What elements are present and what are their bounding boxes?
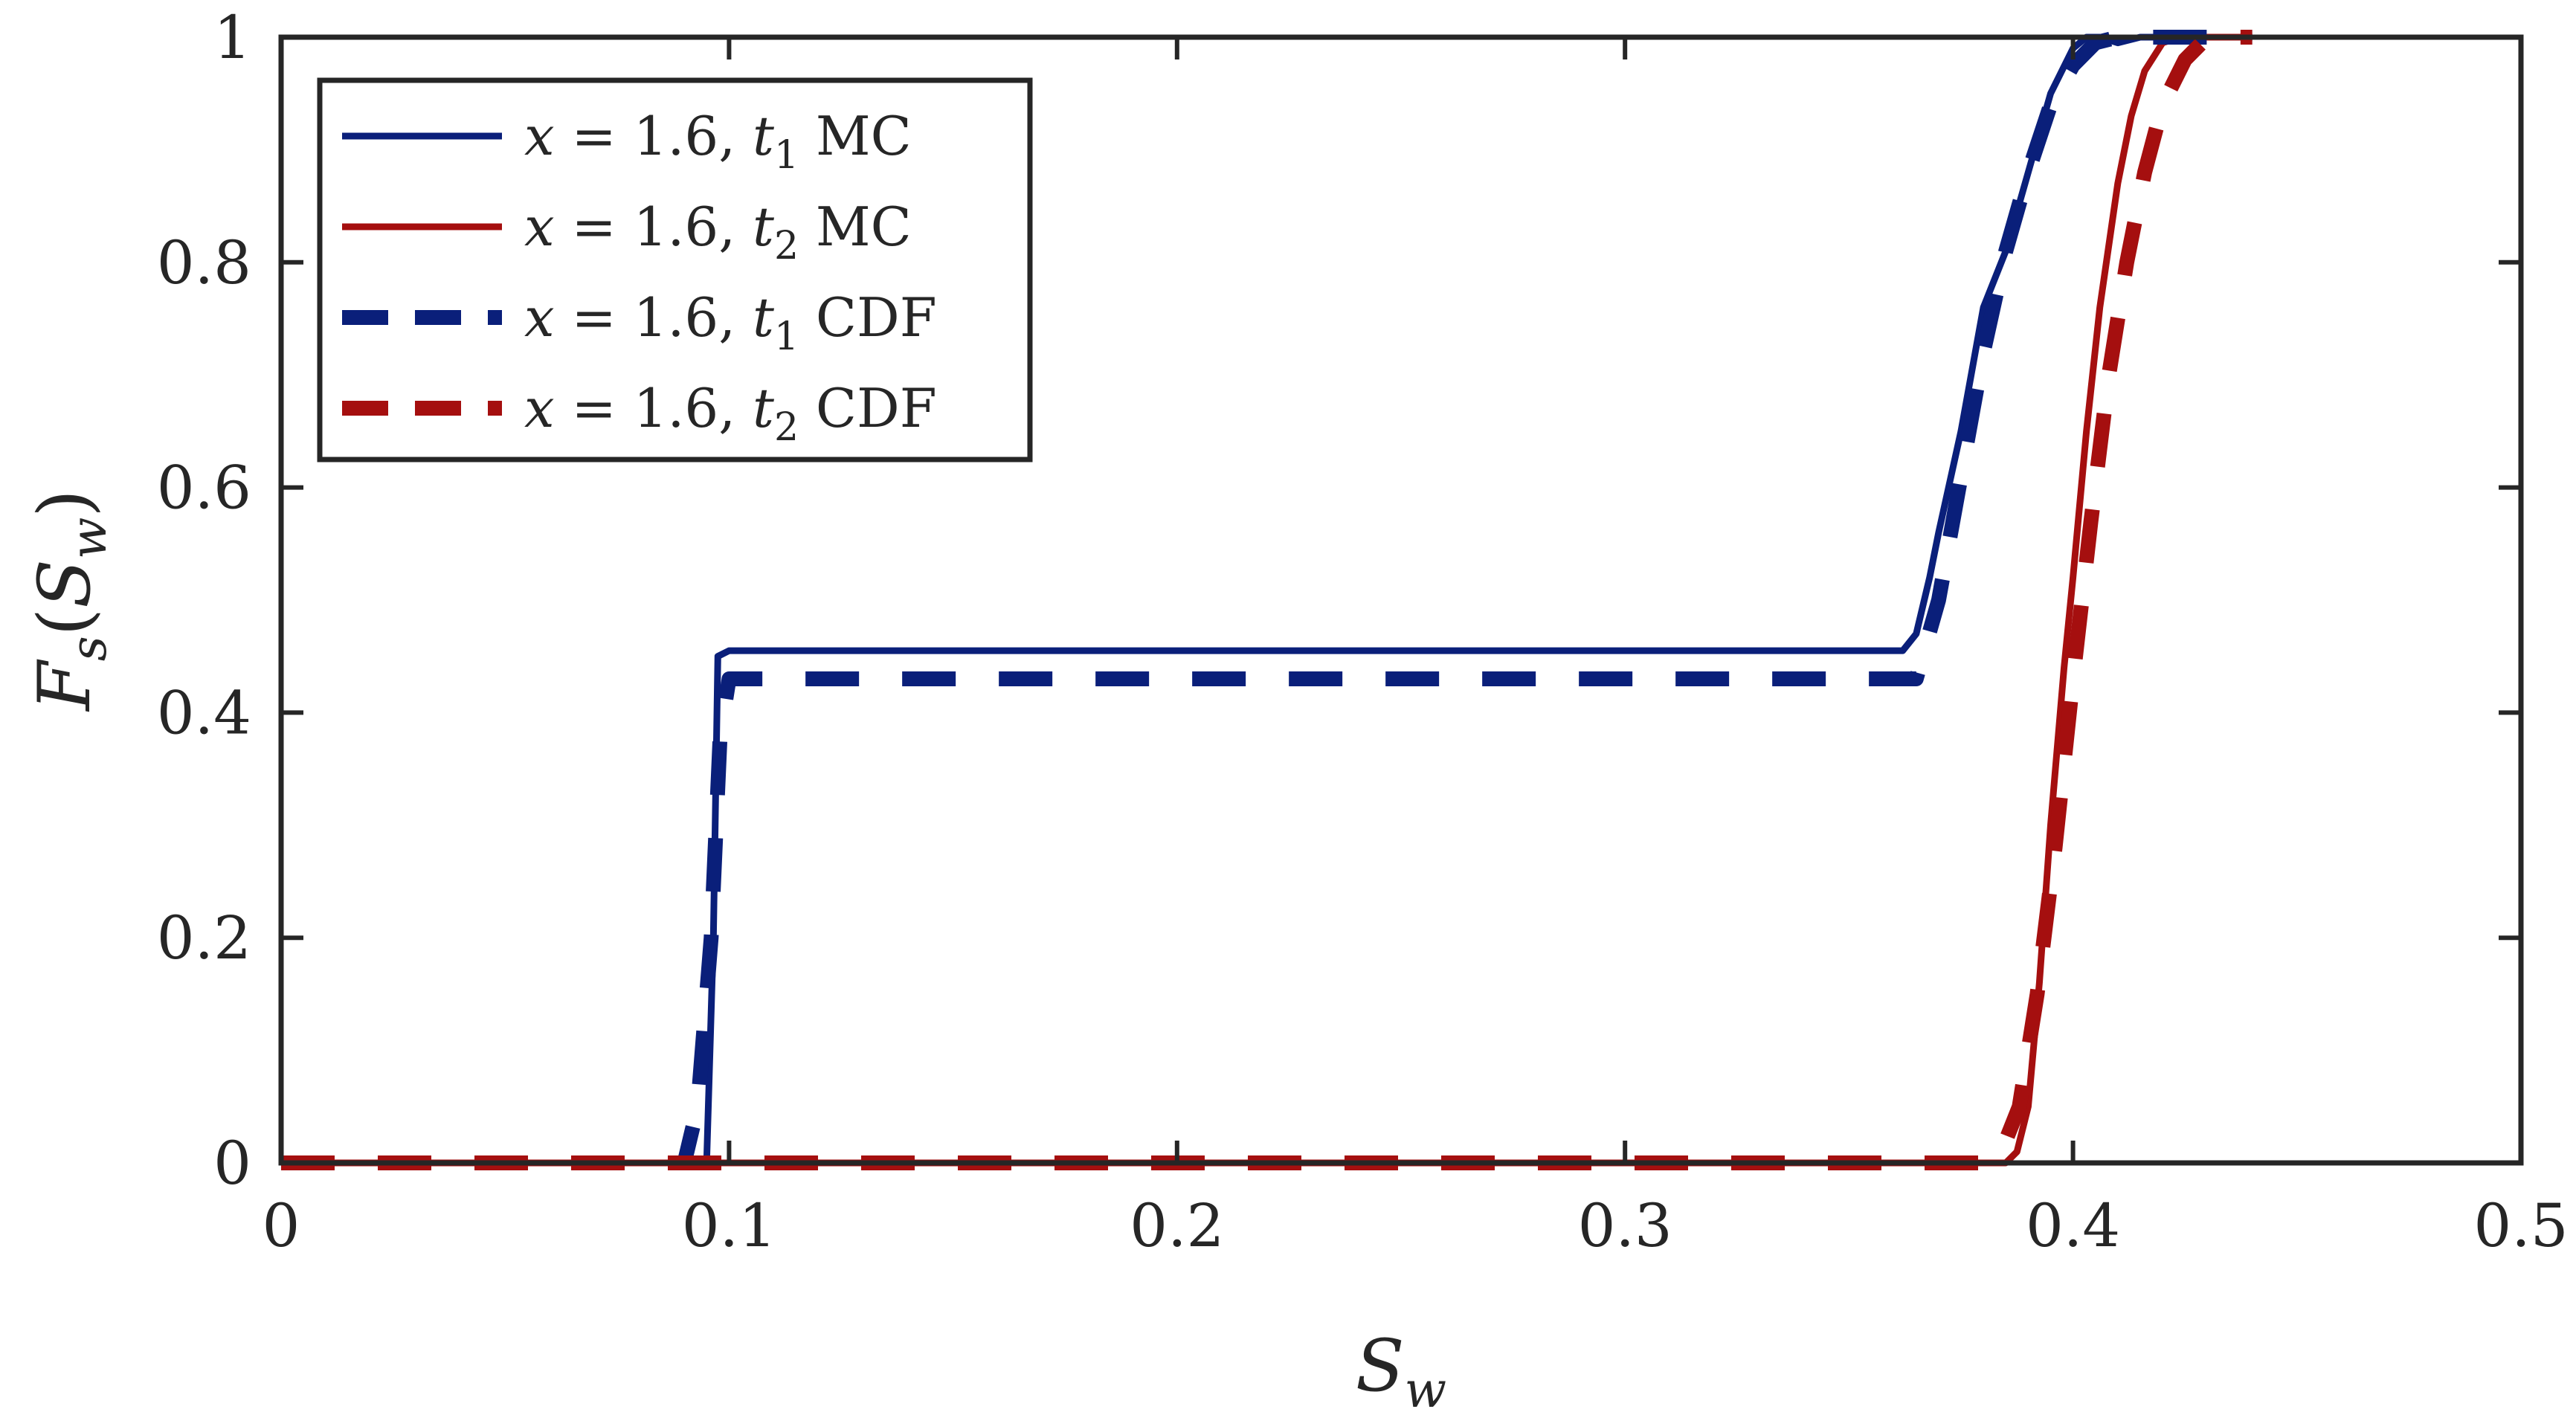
axis-labels: Sw Fs(Sw) bbox=[23, 489, 1446, 1412]
legend-label-1: x = 1.6, t1 MC bbox=[524, 105, 912, 178]
axes: 0 0.1 0.2 0.3 0.4 0.5 0 0.2 0.4 0.6 0.8 1 bbox=[157, 3, 2569, 1260]
axes-box bbox=[278, 34, 2524, 1166]
legend-label-3: x = 1.6, t1 CDF bbox=[524, 286, 937, 359]
y-tick-label: 0.8 bbox=[157, 228, 251, 297]
y-tick-label: 0.2 bbox=[157, 903, 251, 973]
legend-label-2: x = 1.6, t2 MC bbox=[524, 196, 912, 268]
x-tick-label: 0.1 bbox=[682, 1191, 776, 1260]
y-tick-label: 0.6 bbox=[157, 454, 251, 523]
legend-label-4: x = 1.6, t2 CDF bbox=[524, 377, 937, 450]
y-axis-label: Fs(Sw) bbox=[23, 489, 117, 712]
y-tick-label: 1 bbox=[213, 3, 251, 72]
x-tick-label: 0.2 bbox=[1130, 1191, 1224, 1260]
x-tick-label: 0.3 bbox=[1578, 1191, 1672, 1260]
legend: x = 1.6, t1 MC x = 1.6, t2 MC x = 1.6, t1 … bbox=[317, 77, 1033, 462]
x-axis-label: Sw bbox=[1356, 1324, 1446, 1412]
x-tick-label: 0 bbox=[263, 1191, 300, 1260]
x-tick-label: 0.4 bbox=[2026, 1191, 2120, 1260]
series-line-2 bbox=[281, 33, 2253, 1167]
series-line-3 bbox=[281, 30, 2253, 1170]
legend-box bbox=[317, 77, 1033, 462]
y-tick-label: 0.4 bbox=[157, 678, 251, 747]
x-tick-label: 0.5 bbox=[2473, 1191, 2568, 1260]
y-tick-label: 0 bbox=[213, 1129, 251, 1198]
series-line-4 bbox=[281, 30, 2253, 1170]
